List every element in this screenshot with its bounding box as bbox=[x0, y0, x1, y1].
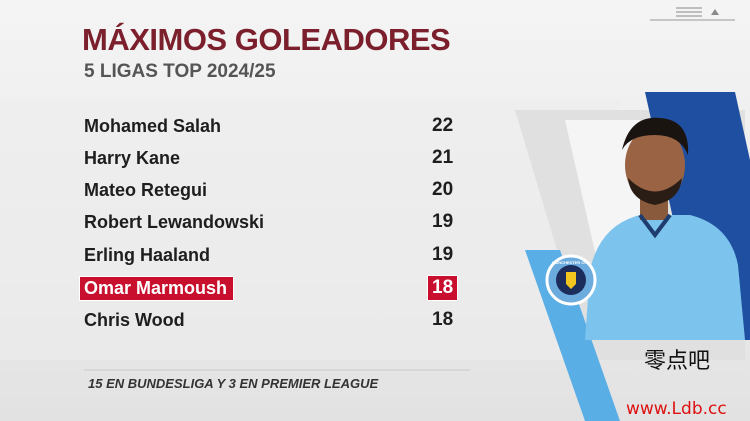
player-name: Chris Wood bbox=[84, 310, 185, 330]
goals: 20 bbox=[432, 179, 454, 200]
goals: 19 bbox=[432, 211, 454, 232]
footnote: 15 EN BUNDESLIGA Y 3 EN PREMIER LEAGUE bbox=[88, 376, 379, 391]
player-name: Erling Haaland bbox=[84, 245, 211, 265]
goals: 19 bbox=[432, 244, 454, 265]
watermark-logo: 零点吧 bbox=[644, 349, 711, 374]
badge-text: MANCHESTER CITY bbox=[552, 260, 591, 265]
player-name: Mateo Retegui bbox=[84, 180, 208, 200]
goals: 21 bbox=[432, 147, 454, 168]
goals: 18 bbox=[432, 309, 454, 330]
player-name: Mohamed Salah bbox=[84, 116, 222, 136]
watermark-url: www.Ldb.cc bbox=[626, 399, 727, 419]
title: MÁXIMOS GOLEADORES bbox=[82, 22, 451, 57]
goals: 22 bbox=[432, 115, 454, 136]
player-name: Robert Lewandowski bbox=[84, 212, 265, 232]
player-name: Harry Kane bbox=[84, 148, 181, 168]
highlighted-player-name: Omar Marmoush bbox=[80, 277, 234, 300]
highlighted-goals: 18 bbox=[428, 276, 458, 300]
subtitle: 5 LIGAS TOP 2024/25 bbox=[84, 61, 276, 82]
